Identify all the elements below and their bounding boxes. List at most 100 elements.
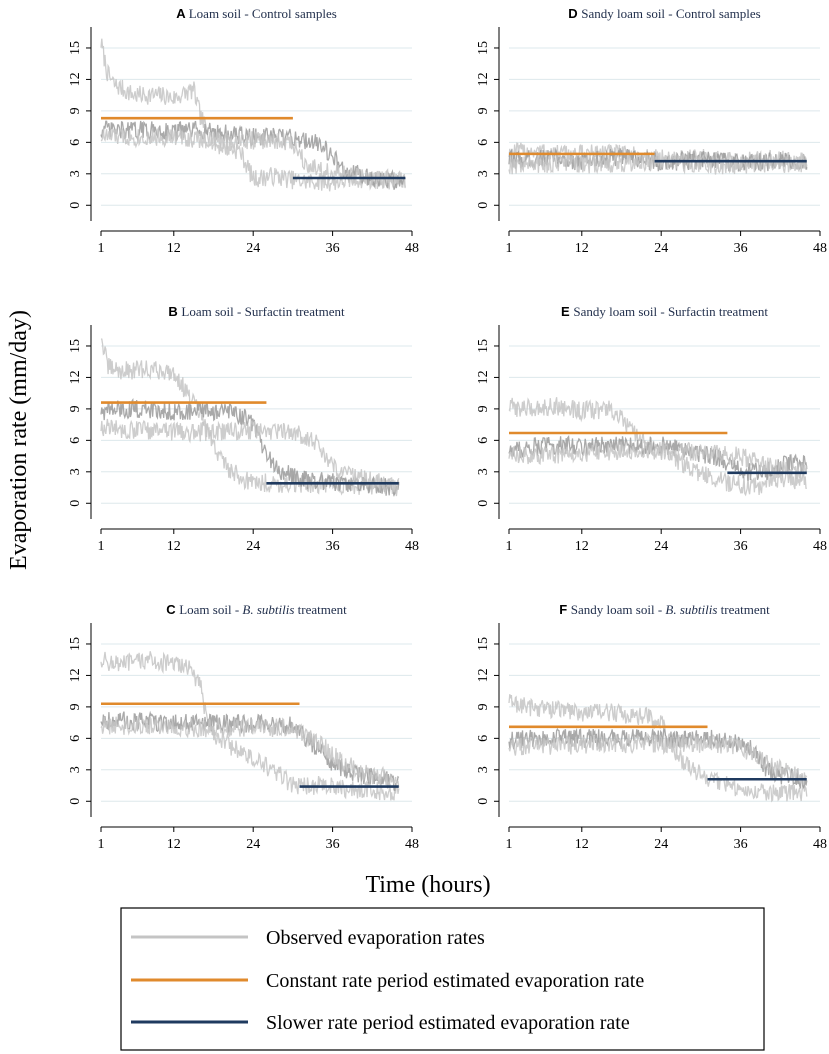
ytick-label-a-6: 6 xyxy=(68,139,83,146)
observed-series-e-3 xyxy=(508,440,808,479)
xtick-label-e-1: 1 xyxy=(506,539,513,554)
ytick-label-d-12: 12 xyxy=(476,72,491,86)
observed-series-d-1 xyxy=(508,142,808,171)
ytick-label-c-9: 9 xyxy=(68,703,83,710)
xtick-label-c-1: 1 xyxy=(98,837,105,852)
observed-series-e-2 xyxy=(508,434,808,481)
xtick-label-a-48: 48 xyxy=(405,241,419,256)
ytick-label-d-15: 15 xyxy=(476,41,491,55)
panel-title-f: F Sandy loam soil - B. subtilis treatmen… xyxy=(559,602,770,617)
ytick-label-a-12: 12 xyxy=(68,72,83,86)
observed-series-a-2 xyxy=(100,120,406,190)
xtick-label-b-1: 1 xyxy=(98,539,105,554)
ytick-label-b-6: 6 xyxy=(68,437,83,444)
xtick-label-d-1: 1 xyxy=(506,241,513,256)
y-axis-label: Evaporation rate (mm/day) xyxy=(6,310,32,570)
xtick-label-b-12: 12 xyxy=(167,539,181,554)
xtick-label-d-24: 24 xyxy=(654,241,668,256)
observed-series-c-3 xyxy=(100,716,400,788)
panel-letter-b: B xyxy=(168,304,181,319)
x-axis-label: Time (hours) xyxy=(365,872,490,898)
panel-title-text-e: Sandy loam soil - Surfactin treatment xyxy=(573,304,768,319)
xtick-label-f-24: 24 xyxy=(654,837,668,852)
panel-title-italic-c: B. subtilis xyxy=(242,602,294,617)
ytick-label-a-0: 0 xyxy=(68,202,83,209)
panel-letter-f: F xyxy=(559,602,571,617)
ytick-label-a-3: 3 xyxy=(68,170,83,177)
panel-title-d: D Sandy loam soil - Control samples xyxy=(568,6,760,21)
xtick-label-e-24: 24 xyxy=(654,539,668,554)
ytick-label-f-3: 3 xyxy=(476,766,491,773)
xtick-label-a-12: 12 xyxy=(167,241,181,256)
xtick-label-a-24: 24 xyxy=(246,241,260,256)
ytick-label-f-15: 15 xyxy=(476,637,491,651)
xtick-label-f-48: 48 xyxy=(813,837,827,852)
panel-title-c: C Loam soil - B. subtilis treatment xyxy=(166,602,347,617)
panel-title-italic-f: B. subtilis xyxy=(665,602,717,617)
ytick-label-b-0: 0 xyxy=(68,500,83,507)
observed-series-c-1 xyxy=(100,651,400,801)
panel-title-b: B Loam soil - Surfactin treatment xyxy=(168,304,345,319)
legend-label-observed: Observed evaporation rates xyxy=(266,927,485,949)
xtick-label-e-36: 36 xyxy=(734,539,748,554)
ytick-label-e-0: 0 xyxy=(476,500,491,507)
panel-title-a: A Loam soil - Control samples xyxy=(176,6,337,21)
observed-series-a-1 xyxy=(100,38,406,192)
legend-label-slower: Slower rate period estimated evaporation… xyxy=(266,1012,630,1034)
panel-letter-e: E xyxy=(561,304,573,319)
xtick-label-e-12: 12 xyxy=(575,539,589,554)
ytick-label-b-15: 15 xyxy=(68,339,83,353)
xtick-label-c-48: 48 xyxy=(405,837,419,852)
ytick-label-d-3: 3 xyxy=(476,170,491,177)
panel-title-text-d: Sandy loam soil - Control samples xyxy=(581,6,760,21)
ytick-label-b-12: 12 xyxy=(68,370,83,384)
panel-title-text-f: Sandy loam soil - xyxy=(571,602,666,617)
panel-title-suffix-f: treatment xyxy=(717,602,770,617)
xtick-label-f-36: 36 xyxy=(734,837,748,852)
panel-letter-d: D xyxy=(568,6,581,21)
observed-series-f-2 xyxy=(508,727,808,790)
xtick-label-f-1: 1 xyxy=(506,837,513,852)
ytick-label-f-12: 12 xyxy=(476,668,491,682)
observed-series-f-3 xyxy=(508,732,808,786)
xtick-label-b-48: 48 xyxy=(405,539,419,554)
observed-series-b-3 xyxy=(100,418,400,497)
ytick-label-c-6: 6 xyxy=(68,735,83,742)
xtick-label-d-12: 12 xyxy=(575,241,589,256)
ytick-label-c-15: 15 xyxy=(68,637,83,651)
ytick-label-b-9: 9 xyxy=(68,405,83,412)
observed-series-f-1 xyxy=(508,694,808,803)
panel-letter-a: A xyxy=(176,6,189,21)
xtick-label-c-12: 12 xyxy=(167,837,181,852)
panel-letter-c: C xyxy=(166,602,179,617)
panel-title-text-a: Loam soil - Control samples xyxy=(189,6,337,21)
ytick-label-e-6: 6 xyxy=(476,437,491,444)
panel-title-text-c: Loam soil - xyxy=(179,602,242,617)
ytick-label-d-9: 9 xyxy=(476,107,491,114)
ytick-label-c-12: 12 xyxy=(68,668,83,682)
legend-label-constant: Constant rate period estimated evaporati… xyxy=(266,970,644,992)
ytick-label-d-6: 6 xyxy=(476,139,491,146)
xtick-label-c-24: 24 xyxy=(246,837,260,852)
ytick-label-b-3: 3 xyxy=(68,468,83,475)
xtick-label-b-36: 36 xyxy=(326,539,340,554)
legend: Observed evaporation rates Constant rate… xyxy=(120,907,765,1051)
xtick-label-e-48: 48 xyxy=(813,539,827,554)
observed-series-a-3 xyxy=(100,126,406,188)
ytick-label-e-9: 9 xyxy=(476,405,491,412)
xtick-label-b-24: 24 xyxy=(246,539,260,554)
xtick-label-d-48: 48 xyxy=(813,241,827,256)
panel-title-text-b: Loam soil - Surfactin treatment xyxy=(181,304,345,319)
xtick-label-a-36: 36 xyxy=(326,241,340,256)
ytick-label-c-0: 0 xyxy=(68,798,83,805)
xtick-label-c-36: 36 xyxy=(326,837,340,852)
ytick-label-a-9: 9 xyxy=(68,107,83,114)
ytick-label-f-0: 0 xyxy=(476,798,491,805)
